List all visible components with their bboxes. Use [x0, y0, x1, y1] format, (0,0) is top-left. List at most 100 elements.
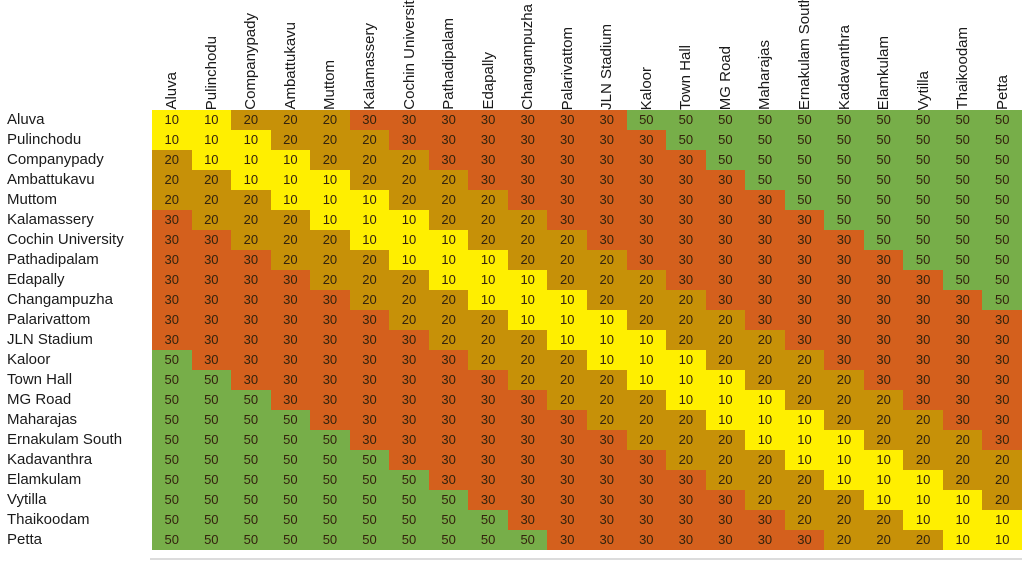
fare-cell: 30 — [152, 250, 192, 270]
fare-cell: 50 — [903, 250, 943, 270]
table-row: Town Hall 50 50 30 30 30 30 30 30 30 20 20 20 10 10 10 2… — [0, 370, 1022, 390]
fare-cell: 50 — [824, 170, 864, 190]
fare-cell: 50 — [705, 130, 746, 150]
fare-cell: 20 — [468, 230, 508, 250]
fare-cell: 20 — [191, 210, 232, 230]
fare-cell: 20 — [428, 190, 469, 210]
fare-cell: 10 — [468, 270, 508, 290]
fare-cell: 30 — [705, 210, 746, 230]
fare-cell: 20 — [745, 490, 785, 510]
column-header-label: Aluva — [163, 72, 181, 110]
fare-cell: 50 — [310, 490, 350, 510]
fare-cell: 30 — [942, 330, 983, 350]
fare-cell: 30 — [191, 230, 232, 250]
fare-cell: 50 — [349, 450, 390, 470]
fare-cell: 20 — [191, 170, 232, 190]
fare-cell: 10 — [903, 490, 943, 510]
table-row: Pathadipalam 30 30 30 20 20 20 10 10 10 20 20 20 30 30… — [0, 250, 1022, 270]
fare-cell: 30 — [705, 270, 746, 290]
column-header-label: MG Road — [716, 45, 734, 110]
fare-cell: 30 — [903, 390, 943, 410]
fare-cell: 10 — [824, 430, 864, 450]
column-header-label: Town Hall — [677, 44, 695, 110]
column-header: Muttom — [310, 0, 350, 110]
fare-cell: 20 — [705, 330, 746, 350]
fare-cell: 10 — [310, 170, 350, 190]
fare-cell: 20 — [824, 370, 864, 390]
fare-cell: 20 — [705, 470, 746, 490]
fare-cell: 30 — [152, 330, 192, 350]
fare-cell: 20 — [824, 490, 864, 510]
fare-cell: 10 — [666, 370, 706, 390]
fare-cell: 10 — [942, 530, 983, 550]
fare-cell: 50 — [824, 190, 864, 210]
fare-cell: 50 — [863, 110, 904, 130]
fare-cell: 30 — [626, 530, 667, 550]
fare-cell: 20 — [666, 290, 706, 310]
fare-cell: 30 — [982, 430, 1022, 450]
fare-cell: 50 — [942, 170, 983, 190]
fare-cell: 50 — [942, 230, 983, 250]
fare-cell: 30 — [152, 290, 192, 310]
fare-cell: 20 — [784, 510, 825, 530]
fare-cell: 20 — [705, 350, 746, 370]
fare-cell: 50 — [903, 190, 943, 210]
fare-cell: 20 — [587, 370, 627, 390]
fare-cell: 20 — [705, 310, 746, 330]
fare-cell: 20 — [863, 390, 904, 410]
fare-cell: 20 — [389, 290, 429, 310]
fare-cell: 50 — [152, 370, 192, 390]
fare-cell: 50 — [863, 230, 904, 250]
fare-cell: 30 — [191, 270, 232, 290]
fare-cell: 50 — [270, 490, 311, 510]
column-header-label: Kaloor — [637, 66, 655, 110]
fare-cell: 20 — [547, 370, 587, 390]
fare-cell: 30 — [547, 170, 587, 190]
row-header: Palarivattom — [0, 310, 152, 330]
fare-cell: 20 — [745, 370, 785, 390]
fare-cell: 50 — [942, 210, 983, 230]
row-header: Petta — [0, 530, 152, 550]
fare-cell: 30 — [626, 510, 667, 530]
fare-cell: 20 — [468, 310, 508, 330]
fare-cell: 20 — [507, 370, 548, 390]
fare-cell: 30 — [745, 530, 785, 550]
fare-cell: 30 — [587, 510, 627, 530]
fare-cell: 30 — [863, 290, 904, 310]
fare-cell: 50 — [310, 510, 350, 530]
table-row: Ambattukavu 20 20 10 10 10 20 20 20 30 30 30 30 30 30 3… — [0, 170, 1022, 190]
fare-cell: 50 — [824, 210, 864, 230]
fare-cell: 20 — [349, 130, 390, 150]
column-header: Edapally — [468, 0, 508, 110]
fare-cell: 30 — [389, 110, 429, 130]
fare-cell: 10 — [349, 210, 390, 230]
fare-cell: 50 — [745, 150, 785, 170]
fare-cell: 50 — [152, 410, 192, 430]
fare-cell: 10 — [389, 250, 429, 270]
table-row: Kalamassery 30 20 20 20 10 10 10 20 20 20 30 30 30 30 3… — [0, 210, 1022, 230]
fare-cell: 10 — [310, 190, 350, 210]
fare-cell: 30 — [626, 450, 667, 470]
fare-cell: 10 — [547, 290, 587, 310]
fare-cell: 50 — [666, 130, 706, 150]
fare-cell: 30 — [942, 390, 983, 410]
fare-cell: 10 — [428, 230, 469, 250]
fare-cell: 30 — [270, 330, 311, 350]
fare-cell: 20 — [784, 390, 825, 410]
fare-cell: 20 — [626, 410, 667, 430]
column-header-label: Pathadipalam — [440, 18, 458, 110]
column-header: Palarivattom — [547, 0, 587, 110]
fare-cell: 20 — [626, 290, 667, 310]
column-header: Cochin University — [389, 0, 429, 110]
fare-cell: 30 — [705, 250, 746, 270]
fare-cell: 30 — [428, 350, 469, 370]
fare-cell: 10 — [231, 170, 271, 190]
column-header: MG Road — [706, 0, 746, 110]
fare-cell: 10 — [863, 450, 904, 470]
fare-cell: 30 — [982, 330, 1022, 350]
fare-cell: 10 — [349, 230, 390, 250]
column-header-label: Ernakulam South — [795, 0, 813, 110]
column-header-label: Vytilla — [914, 70, 932, 110]
row-header: Kalamassery — [0, 210, 152, 230]
table-row: Maharajas 50 50 50 50 30 30 30 30 30 30 30 20 20 20 10 1… — [0, 410, 1022, 430]
